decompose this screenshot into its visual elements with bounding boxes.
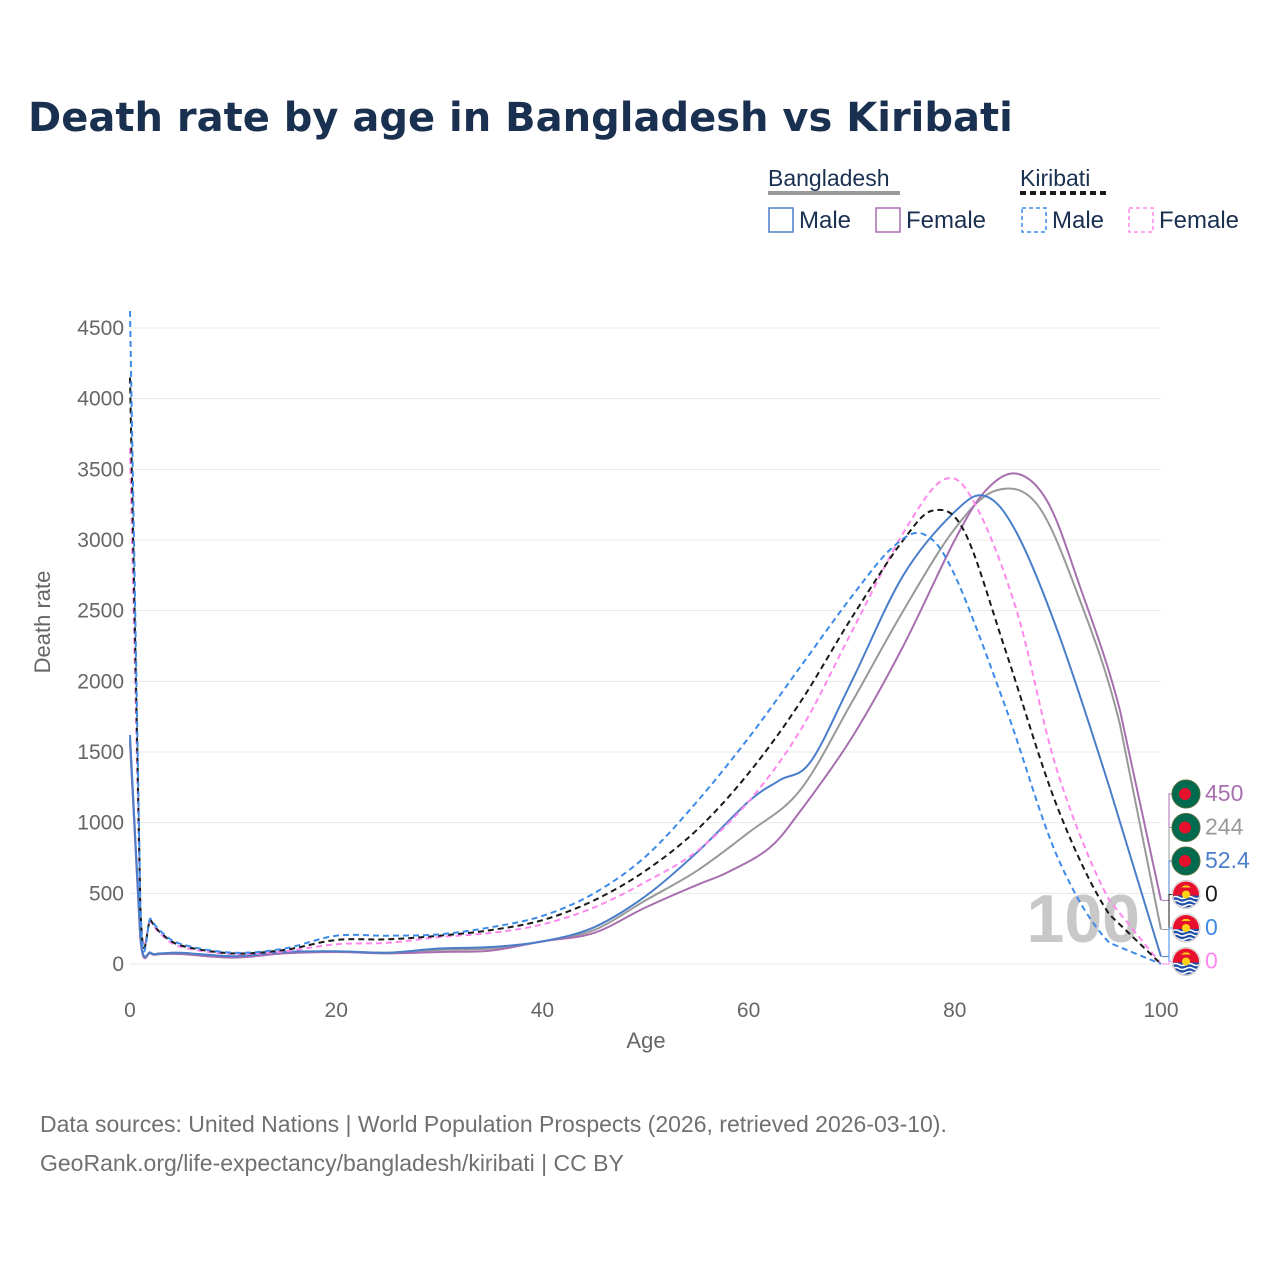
x-tick-label: 80 — [943, 999, 966, 1022]
chart-title: Death rate by age in Bangladesh vs Kirib… — [28, 95, 1013, 141]
bangladesh-flag-icon — [1171, 846, 1201, 876]
end-label-value: 244 — [1205, 814, 1244, 840]
x-tick-label: 20 — [325, 999, 348, 1022]
series-line-ki-total — [129, 377, 1162, 965]
legend-bd-male-label: Male — [799, 207, 851, 234]
legend: Bangladesh Kiribati Male Female Male Fem… — [768, 165, 1239, 234]
end-label-connector — [1162, 827, 1173, 930]
end-label-value: 0 — [1205, 948, 1218, 974]
series-line-bd-female — [129, 472, 1162, 960]
legend-group-kiribati: Kiribati — [1020, 165, 1090, 191]
series-lines — [129, 310, 1162, 965]
x-axis-ticks: 0 20 40 60 80 100 — [124, 999, 1178, 1022]
bangladesh-flag-icon — [1171, 813, 1201, 842]
y-axis-title: Death rate — [30, 571, 55, 674]
end-label-connector — [1162, 927, 1173, 965]
y-tick-label: 3500 — [77, 458, 124, 481]
series-line-bd-total — [129, 487, 1162, 959]
x-tick-label: 60 — [737, 999, 760, 1022]
legend-group-bangladesh: Bangladesh — [768, 165, 890, 191]
x-tick-label: 100 — [1143, 999, 1178, 1022]
legend-ki-female-swatch — [1128, 207, 1154, 233]
y-tick-label: 0 — [112, 953, 124, 976]
y-tick-label: 3000 — [77, 529, 124, 552]
end-label-connector — [1162, 961, 1173, 965]
kiribati-flag-icon — [1171, 947, 1201, 976]
y-tick-label: 1000 — [77, 812, 124, 835]
year-watermark: 100 — [1027, 881, 1140, 957]
legend-bangladesh-swatch — [768, 191, 900, 195]
legend-bd-female-swatch — [875, 207, 901, 233]
y-tick-label: 2000 — [77, 670, 124, 693]
x-tick-label: 0 — [124, 999, 136, 1022]
legend-ki-male-label: Male — [1052, 207, 1104, 234]
y-tick-label: 4000 — [77, 388, 124, 411]
end-label-value: 0 — [1205, 914, 1218, 940]
bangladesh-flag-icon — [1171, 779, 1201, 809]
end-labels: 450 244 52.4 0 0 0 — [1162, 779, 1250, 976]
source-line-2: GeoRank.org/life-expectancy/bangladesh/k… — [40, 1150, 624, 1176]
end-label-connector — [1162, 793, 1173, 901]
y-tick-label: 500 — [89, 882, 124, 905]
kiribati-flag-icon — [1171, 913, 1201, 943]
legend-ki-male-swatch — [1021, 207, 1047, 233]
x-tick-label: 40 — [531, 999, 554, 1022]
kiribati-flag-icon — [1171, 880, 1201, 909]
legend-bd-male-swatch — [768, 207, 794, 233]
end-label-value: 0 — [1205, 881, 1218, 907]
series-line-ki-female — [129, 448, 1162, 965]
y-axis-ticks: 0 500 1000 1500 2000 2500 3000 3500 4000 4500 — [77, 317, 124, 976]
end-label-connector — [1162, 860, 1173, 958]
y-tick-label: 1500 — [77, 741, 124, 764]
series-line-ki-male — [129, 310, 1162, 965]
series-line-bd-male — [129, 494, 1162, 958]
legend-bd-female-label: Female — [906, 207, 986, 234]
legend-ki-female-label: Female — [1159, 207, 1239, 234]
y-tick-label: 4500 — [77, 317, 124, 340]
source-line-1: Data sources: United Nations | World Pop… — [40, 1111, 947, 1137]
x-axis-title: Age — [626, 1028, 665, 1053]
end-label-value: 52.4 — [1205, 847, 1250, 873]
y-tick-label: 2500 — [77, 600, 124, 623]
end-label-value: 450 — [1205, 780, 1243, 806]
gridlines — [130, 327, 1161, 965]
